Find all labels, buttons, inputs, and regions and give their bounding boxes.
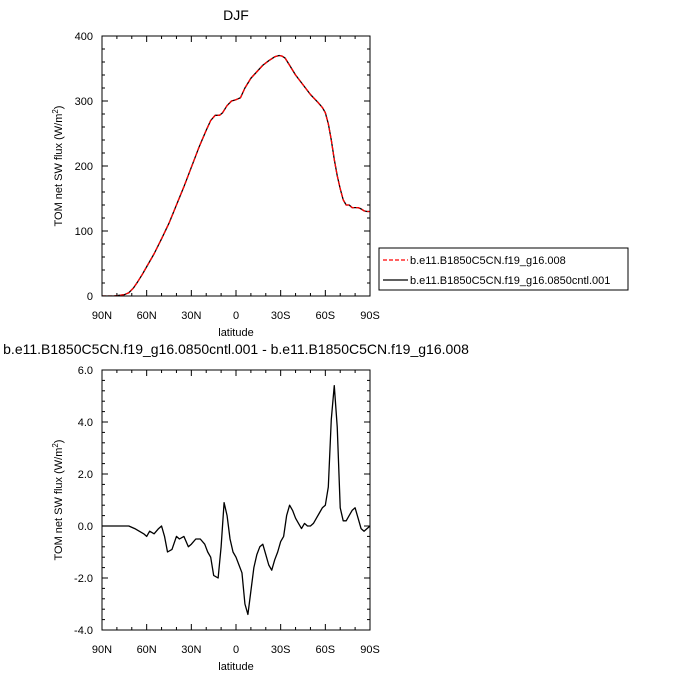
bottom-chart-xtick-label: 0 <box>233 644 239 656</box>
top-chart-ylabel-end: ) <box>53 106 65 110</box>
top-chart-xtick-label: 0 <box>233 310 239 322</box>
bottom-chart-xtick-label: 90N <box>92 644 112 656</box>
bottom-chart-plot-frame <box>101 369 371 631</box>
legend-box <box>378 247 629 291</box>
top-chart-ylabel-sup: 2 <box>51 109 60 114</box>
bottom-chart-ytick-label: 2.0 <box>78 469 93 481</box>
bottom-chart-ytick-label: -2.0 <box>74 573 93 585</box>
legend-label-series-1: b.e11.B1850C5CN.f19_g16.008 <box>410 255 566 267</box>
bottom-chart-xtick-label: 60S <box>316 644 336 656</box>
bottom-chart-ylabel-main: TOM net SW flux (W/m <box>53 448 65 561</box>
top-chart-title: DJF <box>223 7 249 23</box>
top-chart-ytick-label: 0 <box>87 291 93 303</box>
bottom-chart-title: b.e11.B1850C5CN.f19_g16.0850cntl.001 - b… <box>3 341 469 357</box>
top-chart-ylabel: TOM net SW flux (W/m2) <box>51 106 65 227</box>
top-chart-xtick-label: 90S <box>360 310 380 322</box>
bottom-chart-ytick-label: 6.0 <box>78 365 93 377</box>
bottom-chart-ylabel-end: ) <box>53 440 65 444</box>
top-chart-xtick-label: 60N <box>137 310 157 322</box>
bottom-chart-ytick-label: 4.0 <box>78 417 93 429</box>
top-chart-series-line-2 <box>102 54 370 296</box>
bottom-chart-ytick-label: 0.0 <box>78 521 93 533</box>
top-chart-ylabel-main: TOM net SW flux (W/m <box>53 114 65 227</box>
bottom-chart-ytick-label: -4.0 <box>74 625 93 637</box>
bottom-chart-panel: b.e11.B1850C5CN.f19_g16.0850cntl.001 - b… <box>3 341 469 673</box>
bottom-chart-xtick-label: 90S <box>360 644 380 656</box>
top-chart-xtick-label: 60S <box>316 310 336 322</box>
legend-label-series-2: b.e11.B1850C5CN.f19_g16.0850cntl.001 <box>410 275 610 287</box>
top-chart-panel: DJF TOM net SW flux (W/m2) latitude b.e1… <box>51 7 629 339</box>
bottom-chart-ylabel: TOM net SW flux (W/m2) <box>51 440 65 561</box>
top-chart-xtick-label: 30N <box>181 310 201 322</box>
top-chart-ytick-label: 200 <box>75 161 93 173</box>
bottom-chart-xtick-label: 30S <box>271 644 291 656</box>
top-chart-ytick-label: 400 <box>75 31 93 43</box>
bottom-chart-ylabel-sup: 2 <box>51 443 60 448</box>
top-chart-xlabel: latitude <box>218 327 253 339</box>
top-chart-ytick-label: 300 <box>75 96 93 108</box>
top-chart-xtick-label: 30S <box>271 310 291 322</box>
top-chart-series-line-1 <box>102 54 370 296</box>
bottom-chart-xtick-label: 60N <box>137 644 157 656</box>
bottom-chart-xlabel: latitude <box>218 661 253 673</box>
top-chart-legend: b.e11.B1850C5CN.f19_g16.008 b.e11.B1850C… <box>378 247 629 291</box>
bottom-chart-xtick-label: 30N <box>181 644 201 656</box>
top-chart-plot-frame <box>101 35 371 297</box>
bottom-chart-series-line-1 <box>102 384 370 616</box>
top-chart-ytick-label: 100 <box>75 226 93 238</box>
top-chart-xtick-label: 90N <box>92 310 112 322</box>
